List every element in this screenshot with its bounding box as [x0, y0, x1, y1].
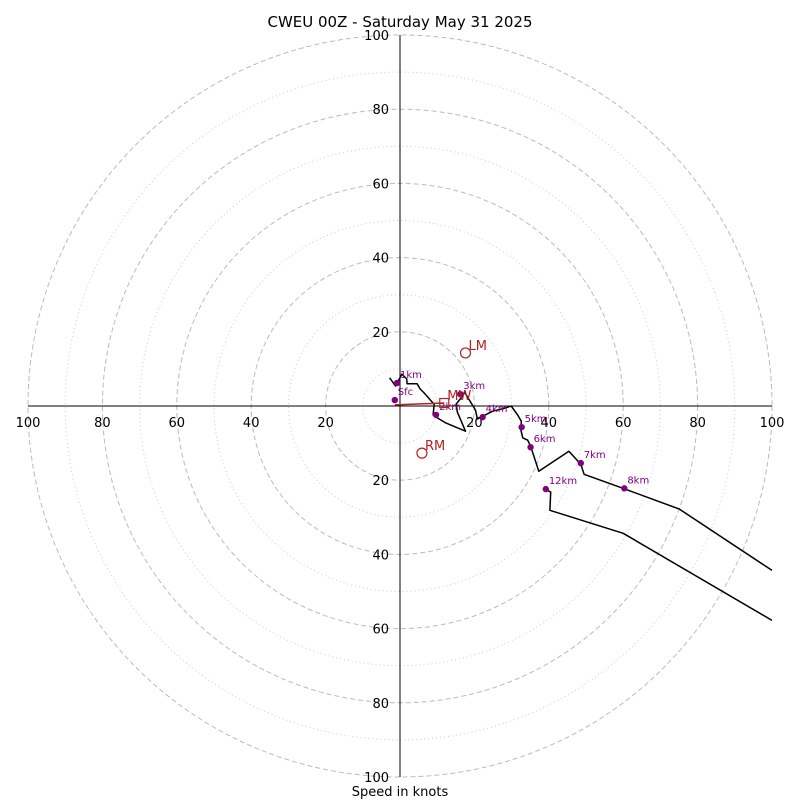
- y-tick-label: 20: [372, 326, 389, 341]
- x-tick-label: 20: [317, 416, 334, 431]
- y-tick-label: 100: [364, 771, 389, 786]
- storm-motion-label: LM: [468, 339, 486, 354]
- y-tick-label: 100: [364, 29, 389, 44]
- x-tick-label: 80: [689, 416, 706, 431]
- height-marker-point: [527, 443, 534, 451]
- height-marker-point: [432, 411, 440, 419]
- hodograph-trace: [388, 373, 773, 622]
- y-tick-label: 40: [372, 252, 389, 267]
- y-tick-label: 80: [372, 697, 389, 712]
- x-tick-label: 40: [541, 416, 558, 431]
- storm-motion-label: RM: [425, 439, 445, 454]
- storm-motion-marker: [459, 347, 472, 359]
- x-axis-label: Speed in knots: [352, 785, 449, 800]
- storm-motion-marker: [439, 397, 450, 409]
- x-tick-label: 80: [94, 416, 111, 431]
- y-tick-label: 80: [372, 103, 389, 118]
- height-marker-label: 2km: [439, 402, 461, 413]
- storm-motion-label: MW: [447, 389, 471, 404]
- x-tick-label: 40: [243, 416, 260, 431]
- x-tick-label: 20: [466, 416, 483, 431]
- height-marker-point: [391, 396, 398, 404]
- height-marker-label: Sfc: [398, 387, 413, 398]
- y-tick-label: 20: [372, 474, 389, 489]
- height-marker-point: [542, 485, 550, 493]
- storm-motion-marker: [416, 447, 428, 459]
- shear-vector: [394, 402, 445, 406]
- height-marker-label: 8km: [627, 475, 649, 486]
- y-tick-label: 60: [372, 623, 389, 638]
- x-tick-label: 100: [760, 416, 785, 431]
- height-marker-point: [577, 459, 584, 467]
- height-marker-label: 5km: [525, 414, 547, 425]
- height-marker-label: 7km: [584, 450, 606, 461]
- x-tick-label: 100: [16, 416, 41, 431]
- height-marker-label: 12km: [549, 476, 577, 487]
- height-marker-label: 3km: [463, 381, 485, 392]
- y-tick-label: 40: [372, 548, 389, 563]
- x-tick-label: 60: [615, 416, 632, 431]
- height-marker-point: [621, 485, 628, 492]
- hodograph-line: [544, 488, 773, 622]
- height-marker-point: [457, 390, 464, 398]
- height-marker-point: [393, 379, 401, 387]
- axes: [28, 35, 772, 777]
- height-marker-label: 4km: [486, 404, 508, 415]
- storm-motions: LM RM MW: [394, 339, 487, 459]
- y-tick-label: 60: [372, 177, 389, 192]
- height-marker-label: 1km: [400, 370, 422, 381]
- x-tick-label: 60: [169, 416, 186, 431]
- height-marker-point: [479, 413, 486, 421]
- height-marker-label: 6km: [534, 434, 556, 445]
- tick-labels: 100 80 60 40 20 20 40 60 80 100 100 80 60 40 20 20 40 60 8…: [16, 29, 785, 786]
- chart-title: CWEU 00Z - Saturday May 31 2025: [267, 13, 532, 31]
- height-marker-point: [518, 423, 525, 431]
- hodograph-line: [388, 373, 773, 572]
